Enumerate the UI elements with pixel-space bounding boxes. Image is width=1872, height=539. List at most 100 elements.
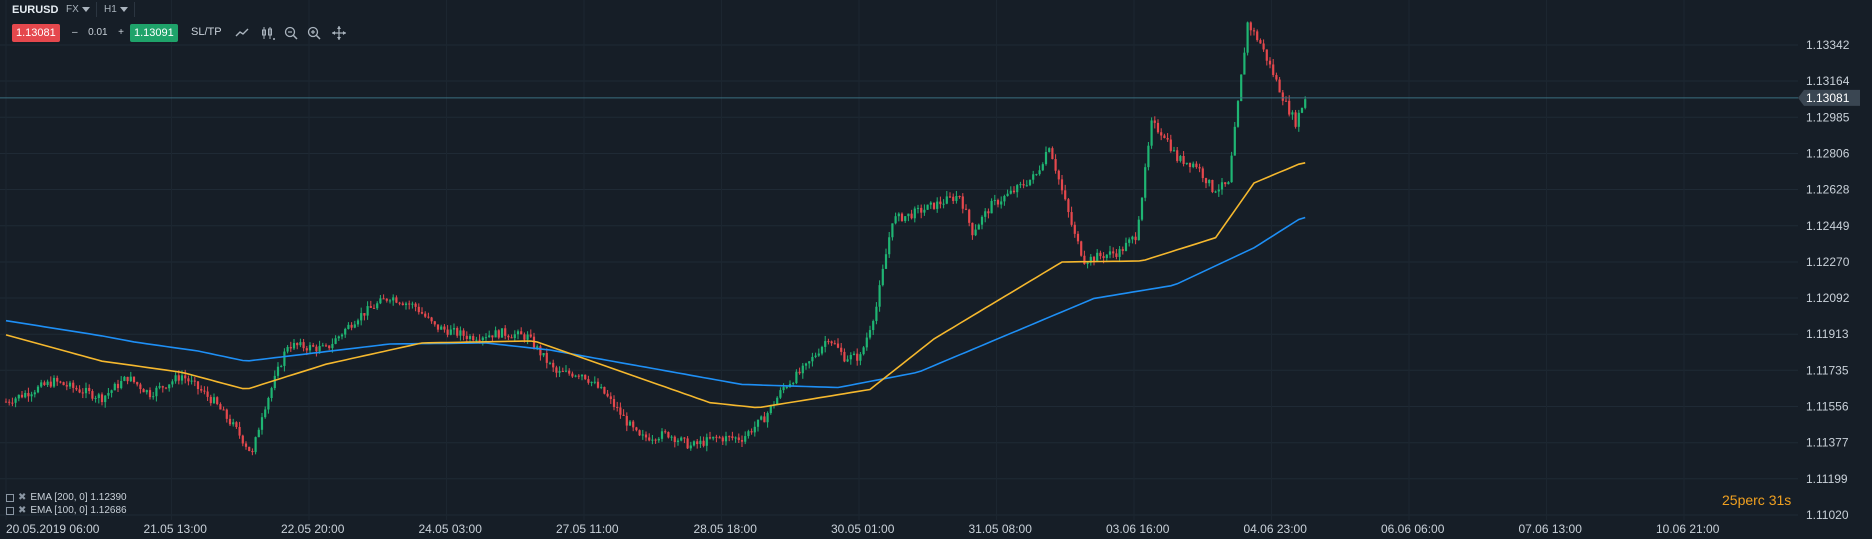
- candle-body: [222, 409, 225, 411]
- sltp-button[interactable]: SL/TP: [191, 26, 222, 38]
- candle-body: [1160, 132, 1163, 136]
- candle-body: [904, 216, 907, 221]
- candle-body: [744, 436, 747, 442]
- candle-body: [1249, 22, 1252, 31]
- timeframe-select[interactable]: H1: [104, 4, 128, 15]
- candle-body: [241, 435, 244, 444]
- indicator-legend-ema100[interactable]: ✖ EMA [100, 0] 1.12686: [6, 505, 127, 516]
- candle-body: [872, 321, 875, 331]
- candle-body: [692, 441, 696, 446]
- candle-body: [120, 380, 123, 389]
- candle-body: [491, 335, 494, 338]
- candle-body: [798, 371, 801, 374]
- candle-body: [315, 346, 318, 352]
- candle-body: [324, 345, 328, 347]
- candle-body: [369, 306, 372, 308]
- candle-body: [203, 390, 206, 392]
- close-icon[interactable]: ✖: [18, 492, 27, 503]
- candle-body: [8, 401, 11, 403]
- candle-body: [1147, 145, 1150, 168]
- candle-body: [609, 396, 612, 400]
- candle-body: [1048, 148, 1051, 152]
- candle-body: [843, 351, 846, 362]
- candle-body: [395, 297, 398, 303]
- buy-price-button[interactable]: 1.13091: [130, 24, 178, 42]
- candle-body: [1025, 185, 1028, 187]
- candles-settings-icon[interactable]: [260, 25, 276, 41]
- candle-body: [833, 343, 836, 345]
- candle-body: [244, 443, 248, 447]
- candle-body: [577, 375, 580, 377]
- candle-body: [792, 383, 795, 385]
- candle-body: [747, 431, 750, 437]
- candle-body: [1108, 251, 1112, 255]
- candle-body: [401, 303, 404, 305]
- candle-body: [155, 387, 158, 397]
- candle-body: [628, 421, 632, 426]
- candle-body: [884, 254, 888, 269]
- lot-stepper[interactable]: – 0.01 +: [68, 24, 128, 42]
- candle-body: [1054, 159, 1057, 171]
- candle-body: [328, 345, 331, 349]
- candle-body: [1080, 241, 1083, 256]
- price-tick-label: 1.13342: [1806, 38, 1850, 52]
- candle-body: [94, 398, 97, 400]
- price-axis: 1.13342 1.13164 1.12985 1.12806 1.12628 1.124…: [1806, 38, 1850, 522]
- candle-body: [961, 196, 964, 209]
- candle-body: [65, 385, 68, 387]
- candle-body: [1204, 178, 1208, 184]
- chevron-down-icon: [81, 7, 90, 12]
- candle-body: [888, 237, 891, 255]
- candle-body: [468, 336, 472, 339]
- candle-body: [302, 342, 305, 349]
- candle-body: [1070, 212, 1073, 225]
- candle-body: [283, 351, 286, 366]
- candle-body: [619, 407, 622, 415]
- sell-price-button[interactable]: 1.13081: [12, 24, 60, 42]
- time-tick-label: 28.05 18:00: [694, 522, 758, 536]
- candle-body: [865, 337, 868, 348]
- candle-body: [808, 361, 811, 364]
- candle-body: [1140, 197, 1144, 220]
- candle-body: [1208, 179, 1211, 184]
- candle-body: [1051, 148, 1054, 160]
- candle-body: [1300, 107, 1304, 113]
- lot-plus-button[interactable]: +: [118, 27, 124, 38]
- time-tick-label: 22.05 20:00: [281, 522, 345, 536]
- candle-body: [392, 297, 395, 301]
- candle-body: [1134, 236, 1137, 241]
- settings-icon[interactable]: [6, 506, 14, 515]
- zoom-out-icon[interactable]: [283, 25, 299, 41]
- price-tick-label: 1.12092: [1806, 291, 1850, 305]
- countdown-seconds: 31s: [1768, 492, 1792, 508]
- market-select[interactable]: FX: [66, 4, 90, 15]
- candle-body: [443, 326, 446, 330]
- candle-body: [78, 389, 81, 393]
- close-icon[interactable]: ✖: [18, 505, 27, 516]
- candle-body: [385, 298, 388, 301]
- zoom-in-icon[interactable]: [306, 25, 322, 41]
- candle-body: [1019, 184, 1022, 186]
- candle-body: [737, 437, 740, 440]
- candle-body: [504, 328, 507, 336]
- candle-body: [635, 427, 638, 431]
- time-tick-label: 04.06 23:00: [1244, 522, 1308, 536]
- candle-body: [996, 200, 1000, 205]
- candle-body: [107, 392, 110, 396]
- candle-body: [667, 432, 670, 438]
- candle-body: [123, 376, 126, 381]
- lot-value[interactable]: 0.01: [88, 27, 108, 38]
- candle-body: [958, 196, 961, 198]
- candle-body: [1304, 99, 1307, 108]
- candle-body: [116, 383, 120, 389]
- indicator-legend-ema200[interactable]: ✖ EMA [200, 0] 1.12390: [6, 492, 127, 503]
- crosshair-icon[interactable]: [331, 25, 347, 41]
- candle-body: [878, 285, 881, 307]
- candle-body: [555, 367, 558, 373]
- line-chart-icon[interactable]: [234, 25, 250, 41]
- lot-minus-button[interactable]: –: [72, 27, 78, 38]
- symbol-label[interactable]: EURUSD: [12, 4, 59, 16]
- candle-body: [696, 441, 699, 445]
- settings-icon[interactable]: [6, 493, 14, 502]
